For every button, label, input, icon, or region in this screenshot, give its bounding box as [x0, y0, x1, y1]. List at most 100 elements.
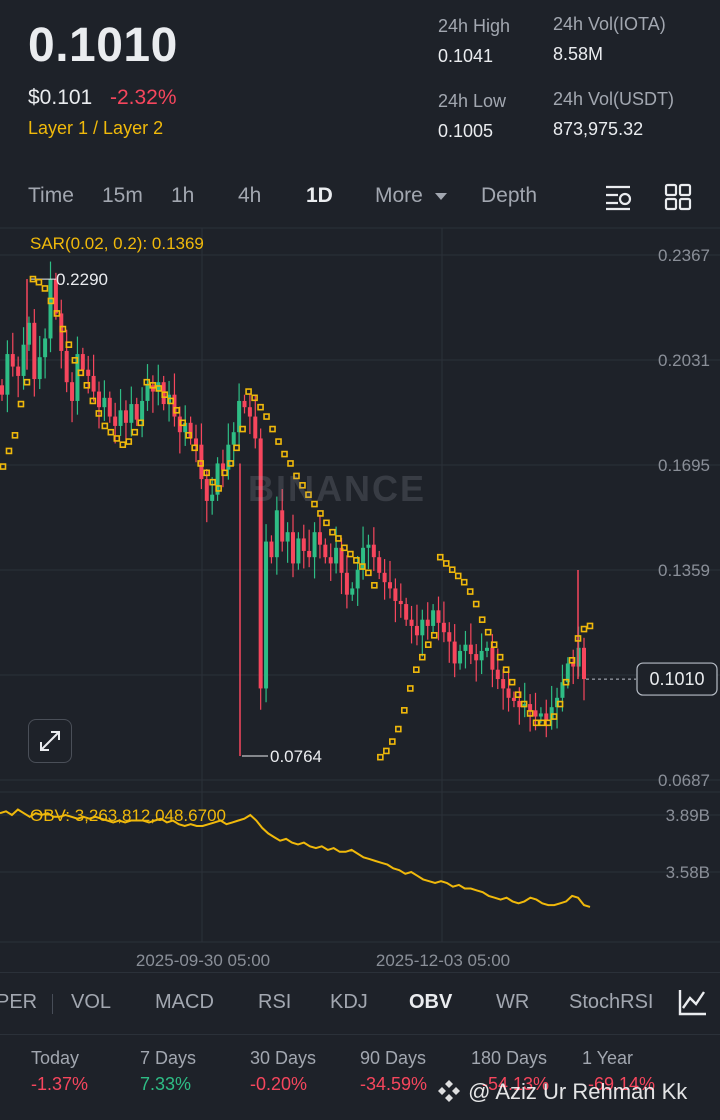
- candle-body: [21, 344, 26, 376]
- candle-body: [463, 644, 468, 651]
- sar-dot: [311, 500, 318, 508]
- sar-dot: [5, 447, 13, 455]
- candle-body: [538, 713, 543, 717]
- sar-dot: [484, 628, 492, 636]
- sar-dot: [65, 341, 73, 348]
- candle-body: [140, 400, 145, 420]
- expand-button[interactable]: [28, 719, 72, 763]
- vol-quote-value: 873,975.32: [553, 119, 644, 139]
- candle-body: [188, 422, 193, 439]
- sar-dot: [155, 385, 163, 392]
- sar-dot: [496, 653, 504, 661]
- indicator-tab-per[interactable]: PER: [0, 991, 38, 1013]
- sar-dot: [275, 438, 282, 445]
- candle-body: [291, 532, 295, 564]
- vol-quote-label: 24h Vol(USDT): [553, 89, 675, 109]
- sar-dot: [71, 357, 79, 364]
- sar-dot: [41, 285, 49, 292]
- sar-dot: [329, 528, 336, 536]
- sar-dot: [101, 422, 109, 430]
- candle-body: [312, 532, 317, 558]
- indicator-settings-button[interactable]: [668, 976, 720, 1028]
- tab-4h[interactable]: 4h: [238, 184, 262, 207]
- candle-body: [237, 400, 242, 433]
- sar-dot: [371, 582, 378, 589]
- sar-dot: [131, 428, 139, 436]
- sar-dot: [412, 666, 420, 673]
- sar-dot: [466, 588, 474, 595]
- sar-dot: [161, 391, 169, 398]
- sar-dot: [239, 425, 246, 433]
- candle-body: [172, 394, 177, 417]
- candle-body: [441, 622, 446, 633]
- sar-dot: [77, 369, 85, 377]
- candle-body: [339, 547, 344, 573]
- annotation-high: 0.2290: [56, 270, 108, 289]
- sar-dot: [227, 460, 234, 467]
- candle-body: [528, 704, 533, 711]
- candle-body: [5, 354, 10, 395]
- candle-body: [194, 438, 198, 445]
- candle-body: [167, 394, 172, 405]
- category-tag[interactable]: Layer 1 / Layer 2: [28, 118, 164, 138]
- candle-body: [91, 375, 96, 392]
- sar-dot: [323, 519, 330, 527]
- candle-body: [10, 354, 15, 367]
- candle-body: [425, 619, 430, 626]
- sar-dot: [107, 428, 115, 436]
- tab-1h[interactable]: 1h: [171, 184, 195, 207]
- tab-time[interactable]: Time: [28, 184, 74, 207]
- sar-dot: [407, 685, 414, 692]
- candle-body: [571, 663, 576, 667]
- grid-icon[interactable]: [664, 183, 692, 211]
- obv-y-tick-label: 3.58B: [666, 863, 710, 882]
- divider: [52, 994, 53, 1014]
- candle-body: [48, 279, 53, 339]
- candle-body: [517, 700, 522, 708]
- candle-body: [118, 410, 123, 426]
- tab-1d[interactable]: 1D: [306, 184, 333, 207]
- candle-body: [113, 416, 118, 426]
- indicator-tab-kdj[interactable]: KDJ: [330, 991, 368, 1013]
- tab-depth[interactable]: Depth: [481, 184, 538, 207]
- perf-value-180d: -54.13%: [482, 1074, 550, 1094]
- dropdown-arrow-icon[interactable]: [433, 190, 449, 202]
- tab-15m[interactable]: 15m: [102, 184, 143, 207]
- indicator-tab-stochrsi[interactable]: StochRSI: [569, 991, 654, 1013]
- current-price-label: 0.1010: [649, 669, 704, 689]
- candle-body: [156, 382, 161, 392]
- indicator-tab-macd[interactable]: MACD: [155, 991, 214, 1013]
- expand-icon: [40, 731, 60, 751]
- sar-dot: [137, 419, 145, 427]
- candle-body: [436, 610, 441, 623]
- sar-dot: [586, 622, 594, 630]
- candle-body: [495, 669, 500, 680]
- sar-dot: [11, 432, 19, 439]
- perf-value-7d: 7.33%: [140, 1074, 192, 1094]
- candle-body: [371, 544, 376, 558]
- candle-body: [388, 582, 392, 589]
- sar-dot: [29, 275, 37, 283]
- tab-more[interactable]: More: [375, 184, 423, 207]
- candle-body: [582, 647, 586, 680]
- sar-dot: [430, 632, 438, 639]
- candle-body: [16, 366, 21, 376]
- sar-dot: [508, 678, 516, 686]
- candle-body: [420, 619, 425, 636]
- perf-label-7d: 7 Days: [140, 1048, 197, 1068]
- sar-dot: [383, 747, 390, 755]
- divider: [0, 972, 720, 973]
- sar-dot: [418, 653, 426, 661]
- sar-dot: [293, 472, 300, 480]
- candle-body: [210, 494, 215, 501]
- indicator-tab-rsi[interactable]: RSI: [258, 991, 292, 1013]
- indicator-tab-obv[interactable]: OBV: [409, 991, 453, 1013]
- sar-dot: [251, 394, 258, 402]
- low-value: 0.1005: [438, 121, 494, 141]
- chart-settings-icon[interactable]: [604, 183, 634, 211]
- perf-value-1y: -69.14%: [588, 1074, 656, 1094]
- obv-y-tick-label: 3.89B: [666, 806, 710, 825]
- indicator-tab-vol[interactable]: VOL: [71, 991, 112, 1013]
- indicator-tab-wr[interactable]: WR: [496, 991, 530, 1013]
